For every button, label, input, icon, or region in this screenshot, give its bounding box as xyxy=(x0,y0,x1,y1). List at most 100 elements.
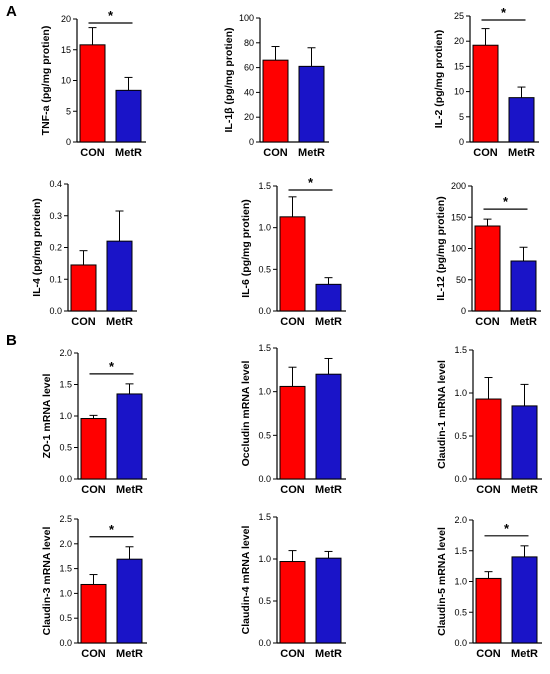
y-tick-label: 1.0 xyxy=(258,223,271,233)
category-label: CON xyxy=(81,484,106,496)
bar-con xyxy=(80,583,107,644)
significance-star: * xyxy=(503,194,509,209)
significance-star: * xyxy=(108,8,114,23)
y-tick-label: 2.0 xyxy=(59,539,72,549)
y-axis-label: IL-6 (pg/mg protien) xyxy=(240,199,252,298)
y-tick-label: 20 xyxy=(244,112,254,122)
category-label: CON xyxy=(280,648,305,660)
y-tick-label: 0.2 xyxy=(49,243,62,253)
y-tick-label: 0.0 xyxy=(454,638,467,648)
bar-con xyxy=(279,385,306,480)
y-tick-label: 1.0 xyxy=(59,411,72,421)
category-label: MetR xyxy=(115,147,142,159)
y-tick-label: 20 xyxy=(454,36,464,46)
y-tick-label: 0.5 xyxy=(258,430,271,440)
bar-con xyxy=(475,577,502,644)
y-axis-label: ZO-1 mRNA level xyxy=(41,374,53,459)
bar-con xyxy=(474,225,501,312)
bar-con xyxy=(80,418,107,480)
y-tick-label: 1.5 xyxy=(258,512,271,522)
significance-star: * xyxy=(504,521,510,536)
y-tick-label: 0.4 xyxy=(49,179,62,189)
bar-metr xyxy=(116,393,143,480)
category-label: CON xyxy=(280,484,305,496)
bar-con xyxy=(279,216,306,312)
y-tick-label: 0.5 xyxy=(258,596,271,606)
y-tick-label: 0.0 xyxy=(49,306,62,316)
y-tick-label: 2.0 xyxy=(59,348,72,358)
y-axis-label: Occludin mRNA level xyxy=(240,361,252,467)
bar-con xyxy=(475,398,502,480)
y-tick-label: 0.0 xyxy=(454,474,467,484)
y-tick-label: 0.0 xyxy=(59,638,72,648)
y-tick-label: 0 xyxy=(459,137,464,147)
y-tick-label: 0.0 xyxy=(59,474,72,484)
category-label: MetR xyxy=(511,648,538,660)
y-tick-label: 15 xyxy=(61,45,71,55)
y-tick-label: 200 xyxy=(451,181,466,191)
y-tick-label: 0.3 xyxy=(49,211,62,221)
category-label: CON xyxy=(81,648,106,660)
bar-metr xyxy=(511,405,538,480)
y-tick-label: 0 xyxy=(66,137,71,147)
category-label: CON xyxy=(473,147,498,159)
y-tick-label: 50 xyxy=(456,275,466,285)
y-axis-label: IL-12 (pg/mg protien) xyxy=(435,196,447,300)
bar-metr xyxy=(106,240,133,312)
y-tick-label: 0 xyxy=(249,137,254,147)
y-tick-label: 20 xyxy=(61,14,71,24)
category-label: CON xyxy=(71,316,96,328)
y-tick-label: 0.5 xyxy=(59,443,72,453)
y-axis-label: TNF-a (pg/mg protien) xyxy=(40,26,52,136)
y-tick-label: 40 xyxy=(244,87,254,97)
y-tick-label: 1.0 xyxy=(258,554,271,564)
category-label: MetR xyxy=(298,147,325,159)
bar-con xyxy=(262,59,289,143)
bar-con xyxy=(70,264,97,312)
bar-metr xyxy=(115,89,142,143)
y-tick-label: 1.5 xyxy=(59,380,72,390)
y-tick-label: 1.0 xyxy=(258,387,271,397)
y-tick-label: 1.5 xyxy=(258,181,271,191)
y-axis-label: Claudin-4 mRNA level xyxy=(240,526,252,635)
y-tick-label: 0.5 xyxy=(454,431,467,441)
category-label: MetR xyxy=(511,484,538,496)
panel-label-a: A xyxy=(6,3,17,20)
y-axis-label: Claudin-1 mRNA level xyxy=(436,360,448,469)
bar-con xyxy=(279,561,306,644)
y-tick-label: 25 xyxy=(454,11,464,21)
y-axis-label: IL-1β (pg/mg protien) xyxy=(223,28,235,133)
category-label: MetR xyxy=(116,484,143,496)
y-tick-label: 0.5 xyxy=(258,264,271,274)
category-label: MetR xyxy=(508,147,535,159)
y-tick-label: 1.5 xyxy=(454,345,467,355)
bar-metr xyxy=(511,556,538,644)
y-tick-label: 10 xyxy=(454,87,464,97)
category-label: MetR xyxy=(315,484,342,496)
y-tick-label: 15 xyxy=(454,61,464,71)
y-tick-label: 5 xyxy=(66,106,71,116)
significance-star: * xyxy=(109,359,115,374)
y-axis-label: IL-2 (pg/mg protien) xyxy=(433,30,445,129)
y-tick-label: 5 xyxy=(459,112,464,122)
bar-metr xyxy=(298,65,325,143)
category-label: MetR xyxy=(315,316,342,328)
y-tick-label: 60 xyxy=(244,63,254,73)
y-tick-label: 2.0 xyxy=(454,515,467,525)
bar-con xyxy=(79,44,106,143)
category-label: CON xyxy=(280,316,305,328)
bar-metr xyxy=(116,558,143,644)
category-label: MetR xyxy=(510,316,537,328)
category-label: CON xyxy=(80,147,105,159)
panel-label-b: B xyxy=(6,332,17,349)
y-tick-label: 0.0 xyxy=(258,638,271,648)
y-tick-label: 1.0 xyxy=(454,388,467,398)
category-label: CON xyxy=(263,147,288,159)
category-label: CON xyxy=(476,484,501,496)
category-label: CON xyxy=(476,648,501,660)
y-tick-label: 0 xyxy=(461,306,466,316)
y-tick-label: 0.0 xyxy=(258,474,271,484)
bar-metr xyxy=(508,97,535,143)
y-axis-label: Claudin-5 mRNA level xyxy=(436,527,448,636)
